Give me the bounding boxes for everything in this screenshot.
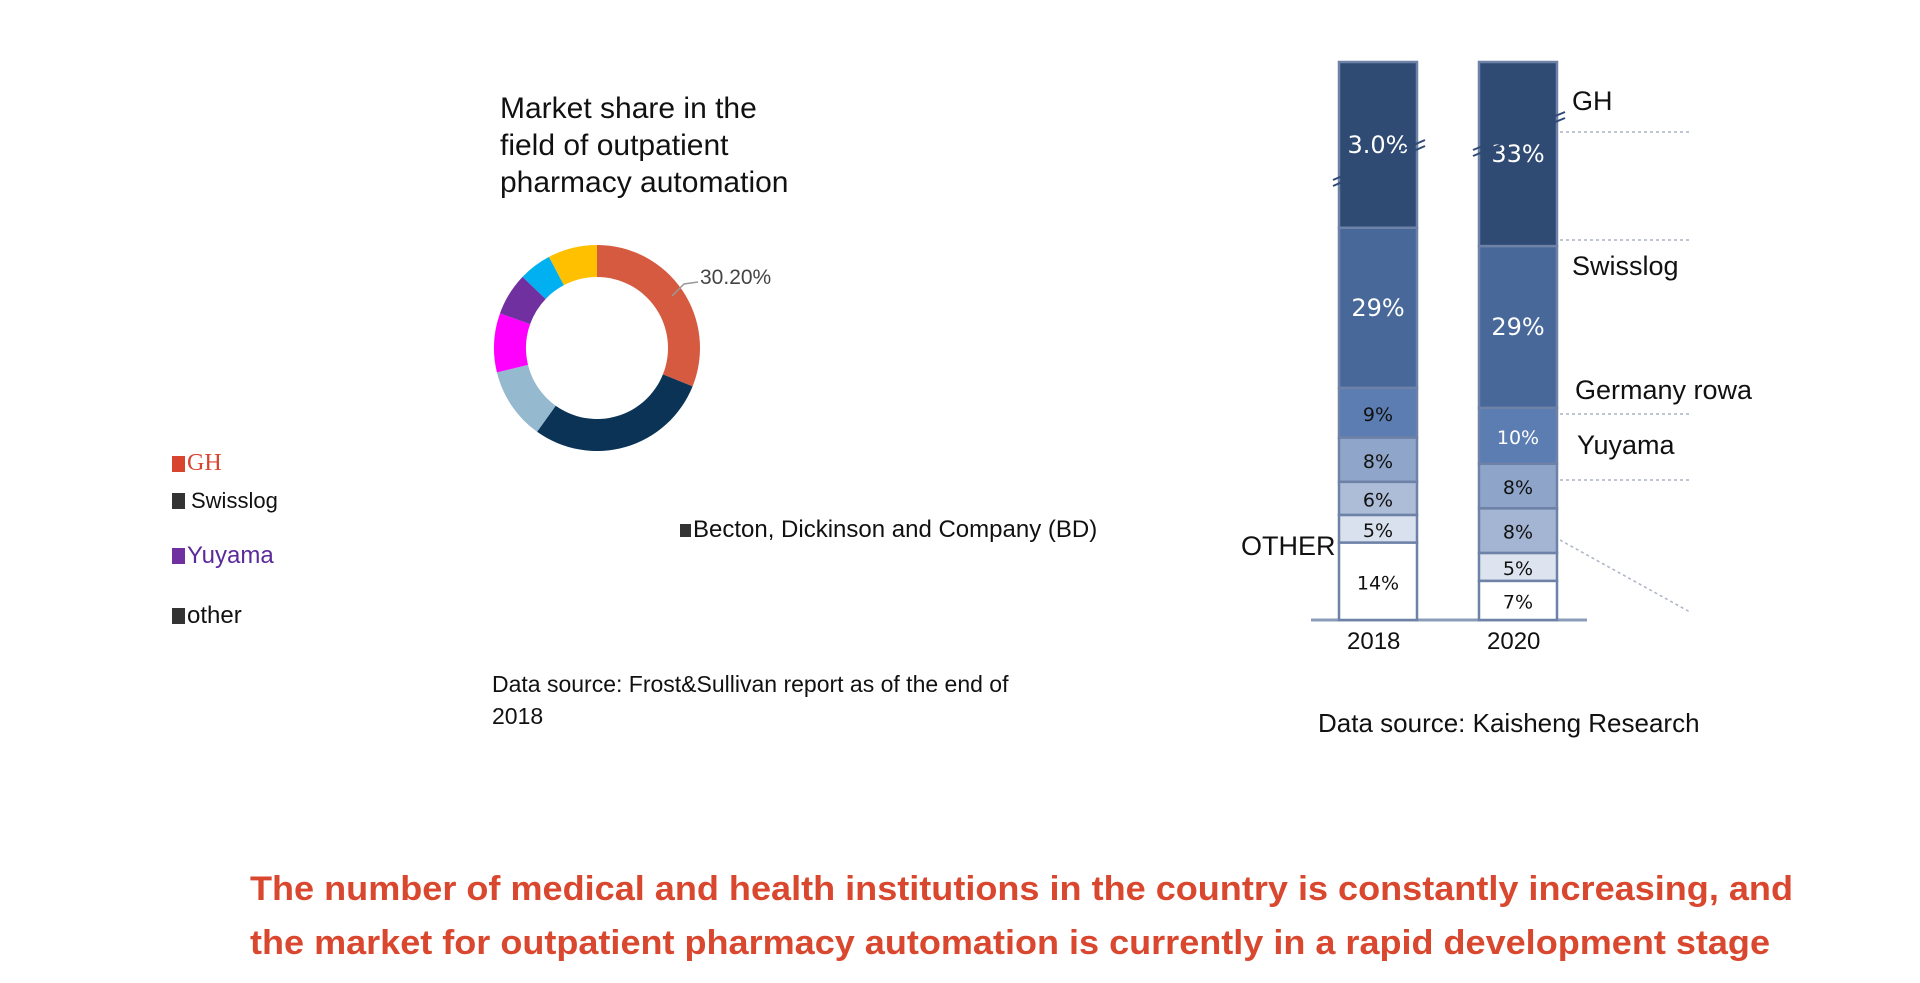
bar-segment-2020-4 bbox=[1477, 507, 1559, 555]
donut-chart-title: Market share in the field of outpatient … bbox=[500, 92, 789, 199]
bar-segment-2020-6 bbox=[1477, 579, 1559, 622]
x-tick-2018: 2018 bbox=[1347, 628, 1401, 655]
series-label-yuyama: Yuyama bbox=[1577, 430, 1675, 460]
donut-slice-5 bbox=[522, 256, 564, 299]
bar-segment-2018-4 bbox=[1337, 480, 1419, 517]
bar-segment-label: 9% bbox=[1363, 404, 1393, 426]
donut-data-source: Data source: Frost&Sullivan report as of… bbox=[492, 671, 1009, 729]
legend-swatch bbox=[172, 455, 185, 472]
legend-item-gh: GH bbox=[172, 450, 222, 477]
legend-label: Becton, Dickinson and Company (BD) bbox=[693, 516, 1098, 543]
bar-segment-label: 29% bbox=[1351, 294, 1404, 322]
bar-segment-2018-0 bbox=[1337, 60, 1419, 229]
series-label-germany-rowa: Germany rowa bbox=[1575, 375, 1753, 405]
bar-segment-2020-2 bbox=[1477, 406, 1559, 466]
bar-segment-2018-6 bbox=[1337, 541, 1419, 622]
donut-slice-4 bbox=[499, 276, 546, 325]
bar-segment-label: 7% bbox=[1503, 591, 1533, 613]
bar-segment-label: 8% bbox=[1503, 522, 1533, 544]
bar-segment-2020-1 bbox=[1477, 244, 1559, 410]
bar-segment-label: 5% bbox=[1503, 558, 1533, 580]
bar-segment-2020-3 bbox=[1477, 462, 1559, 510]
legend-label: other bbox=[187, 602, 242, 629]
bar-segment-label: 8% bbox=[1503, 477, 1533, 499]
axis-break-mark bbox=[1472, 111, 1566, 151]
donut-slice-1 bbox=[537, 374, 693, 451]
donut-slice-2 bbox=[496, 364, 556, 432]
legend-item-other: other bbox=[172, 602, 242, 630]
bar-segment-label: 6% bbox=[1363, 489, 1393, 511]
leader-line bbox=[1559, 539, 1691, 613]
bar-segment-2020-0 bbox=[1477, 60, 1559, 248]
series-label-swisslog: Swisslog bbox=[1572, 251, 1679, 281]
donut-slice-0 bbox=[597, 245, 700, 387]
legend-swatch bbox=[172, 493, 185, 509]
bar-data-source: Data source: Kaisheng Research bbox=[1318, 708, 1700, 738]
donut-slice-6 bbox=[548, 245, 597, 286]
axis-break-mark bbox=[1332, 145, 1426, 187]
bar-segment-2018-1 bbox=[1337, 226, 1419, 390]
bar-segment-2020-5 bbox=[1477, 551, 1559, 583]
bar-segment-label: 8% bbox=[1363, 451, 1393, 473]
legend-item-bd: Becton, Dickinson and Company (BD) bbox=[680, 516, 1097, 544]
bar-segment-label: 14% bbox=[1357, 572, 1399, 594]
legend-label: Yuyama bbox=[187, 542, 274, 569]
bar-segment-label: 3.0% bbox=[1348, 131, 1409, 159]
legend-swatch bbox=[680, 523, 691, 537]
series-label-other: OTHER bbox=[1241, 531, 1336, 561]
gh-share-data-label: 30.20% bbox=[700, 266, 772, 289]
bar-segment-2018-5 bbox=[1337, 513, 1419, 544]
axis-break-mark bbox=[1472, 117, 1566, 157]
bar-segment-label: 29% bbox=[1491, 313, 1544, 341]
headline-line-1: The number of medical and health institu… bbox=[250, 870, 1793, 908]
legend-label: Swisslog bbox=[191, 488, 278, 513]
legend-item-yuyama: Yuyama bbox=[172, 542, 274, 570]
legend-item-swisslog: Swisslog bbox=[172, 488, 278, 514]
legend-swatch bbox=[172, 608, 185, 624]
x-tick-2020: 2020 bbox=[1487, 628, 1541, 655]
legend-swatch bbox=[172, 548, 185, 564]
legend-label: GH bbox=[187, 450, 222, 476]
headline-line-2: the market for outpatient pharmacy autom… bbox=[250, 924, 1770, 962]
axis-break-mark bbox=[1332, 139, 1426, 181]
label-leader-line bbox=[671, 281, 699, 297]
bar-segment-2018-3 bbox=[1337, 436, 1419, 484]
bar-segment-label: 5% bbox=[1363, 520, 1393, 542]
series-label-gh: GH bbox=[1572, 86, 1613, 116]
donut-slice-3 bbox=[494, 313, 531, 373]
bar-segment-label: 10% bbox=[1497, 427, 1539, 449]
